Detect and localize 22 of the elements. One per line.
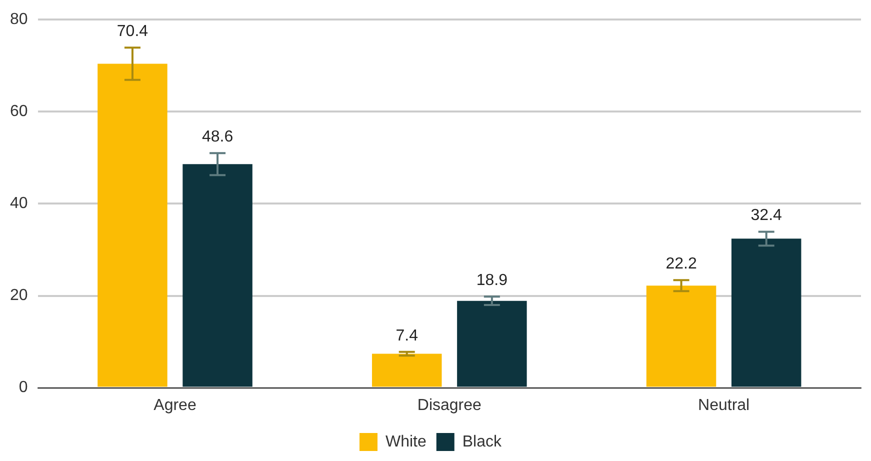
y-tick-label: 0 — [18, 379, 28, 396]
bar — [372, 354, 442, 387]
y-tick-label: 20 — [10, 287, 28, 304]
y-tick-label: 60 — [10, 103, 28, 120]
bar — [182, 164, 252, 387]
bar — [731, 238, 802, 387]
x-tick-label: Agree — [154, 396, 196, 414]
bar — [98, 64, 168, 387]
y-tick-label: 80 — [10, 11, 28, 28]
legend-label: Black — [462, 433, 503, 450]
x-tick-label: Neutral — [698, 396, 750, 414]
data-label: 22.2 — [666, 256, 697, 273]
data-label: 18.9 — [476, 272, 508, 290]
data-label: 32.4 — [750, 207, 782, 224]
x-tick-label: Disagree — [417, 396, 482, 414]
bar — [646, 286, 716, 387]
y-tick-label: 40 — [10, 195, 28, 212]
data-label: 7.4 — [396, 327, 418, 344]
data-label: 70.4 — [116, 23, 148, 40]
data-label: 48.6 — [202, 128, 234, 146]
legend-label: White — [385, 433, 426, 450]
bar — [457, 300, 527, 387]
